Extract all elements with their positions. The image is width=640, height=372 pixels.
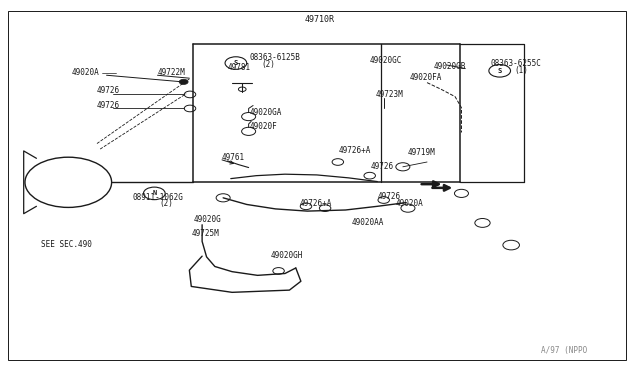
Text: 08911-1062G: 08911-1062G: [132, 193, 183, 202]
Text: S: S: [234, 60, 238, 66]
Text: 49726+A: 49726+A: [300, 199, 332, 208]
Text: 49722M: 49722M: [157, 68, 185, 77]
Text: S: S: [497, 68, 502, 74]
Text: 49020A: 49020A: [72, 68, 99, 77]
Text: A/97 (NPPO: A/97 (NPPO: [541, 346, 588, 355]
Circle shape: [179, 79, 188, 84]
Text: 08363-6255C: 08363-6255C: [491, 59, 541, 68]
Text: (1): (1): [515, 66, 528, 75]
Text: 49020GA: 49020GA: [250, 108, 282, 117]
Text: (2): (2): [159, 199, 173, 208]
Text: (2): (2): [261, 60, 275, 69]
Text: 49726: 49726: [97, 101, 120, 110]
Text: 49710R: 49710R: [305, 15, 335, 24]
Text: SEE SEC.490: SEE SEC.490: [41, 240, 92, 249]
Text: 49020G: 49020G: [194, 215, 221, 224]
Text: 49726+A: 49726+A: [339, 147, 371, 155]
Text: 49726: 49726: [97, 86, 120, 94]
Text: 49723M: 49723M: [376, 90, 404, 99]
Text: 49725M: 49725M: [191, 230, 219, 238]
Text: 49020GC: 49020GC: [370, 56, 402, 65]
Text: 49020F: 49020F: [250, 122, 278, 131]
Text: 49020GH: 49020GH: [270, 251, 303, 260]
Text: 49020FA: 49020FA: [409, 73, 442, 81]
Text: 49726: 49726: [371, 162, 394, 171]
Text: 49726: 49726: [378, 192, 401, 201]
Text: 49719M: 49719M: [408, 148, 436, 157]
Text: 49020AA: 49020AA: [352, 218, 384, 227]
Text: 08363-6125B: 08363-6125B: [250, 53, 301, 62]
Text: 49020A: 49020A: [395, 199, 423, 208]
Text: N: N: [152, 190, 156, 196]
Text: 49781: 49781: [228, 63, 251, 72]
Text: 49761: 49761: [221, 153, 244, 162]
Text: 49020GB: 49020GB: [433, 61, 466, 71]
